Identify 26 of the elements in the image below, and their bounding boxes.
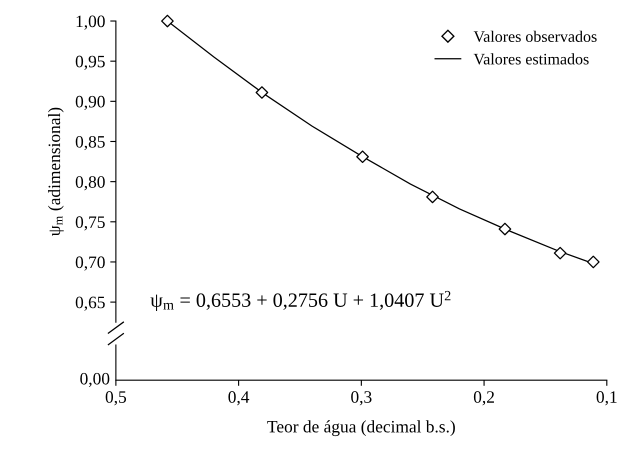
point xyxy=(356,150,369,164)
annotation: ψ$_{m}$ = 0,6553 + 0,2756 U + 1,0407 U$^{2}$ xyxy=(150,290,450,312)
x-tick-label: 0,2 xyxy=(474,391,494,406)
y-axis-title: ψ$_{m}$ (adimensional) xyxy=(48,108,64,236)
x-tick-label: 0,1 xyxy=(596,391,617,406)
point xyxy=(161,14,174,28)
point xyxy=(498,222,512,236)
legend-label: Valores observados xyxy=(474,30,597,42)
point xyxy=(426,190,439,204)
text: 0,00 xyxy=(80,372,110,388)
x-tick-label: 0,5 xyxy=(106,391,126,406)
y-tick-label: 0,90 xyxy=(76,96,105,110)
point xyxy=(586,256,600,268)
y-tick-label: 0,85 xyxy=(76,136,105,150)
x-tick-label: 0,4 xyxy=(228,391,250,406)
y-tick-label: 0,65 xyxy=(76,296,105,311)
y-tick-label: 0,75 xyxy=(76,216,105,230)
y-tick-label: 0,70 xyxy=(76,256,105,271)
x-tick-label: 0,3 xyxy=(351,391,372,406)
x-axis-title: Teor de água (decimal b.s.) xyxy=(267,420,455,436)
legend-label: Valores estimados xyxy=(474,53,589,65)
y-tick-label: 0,95 xyxy=(76,56,105,70)
y-tick-label: 0,80 xyxy=(76,176,105,190)
y-tick-label: 1,00 xyxy=(76,16,105,30)
point xyxy=(554,246,567,260)
point xyxy=(256,86,268,99)
